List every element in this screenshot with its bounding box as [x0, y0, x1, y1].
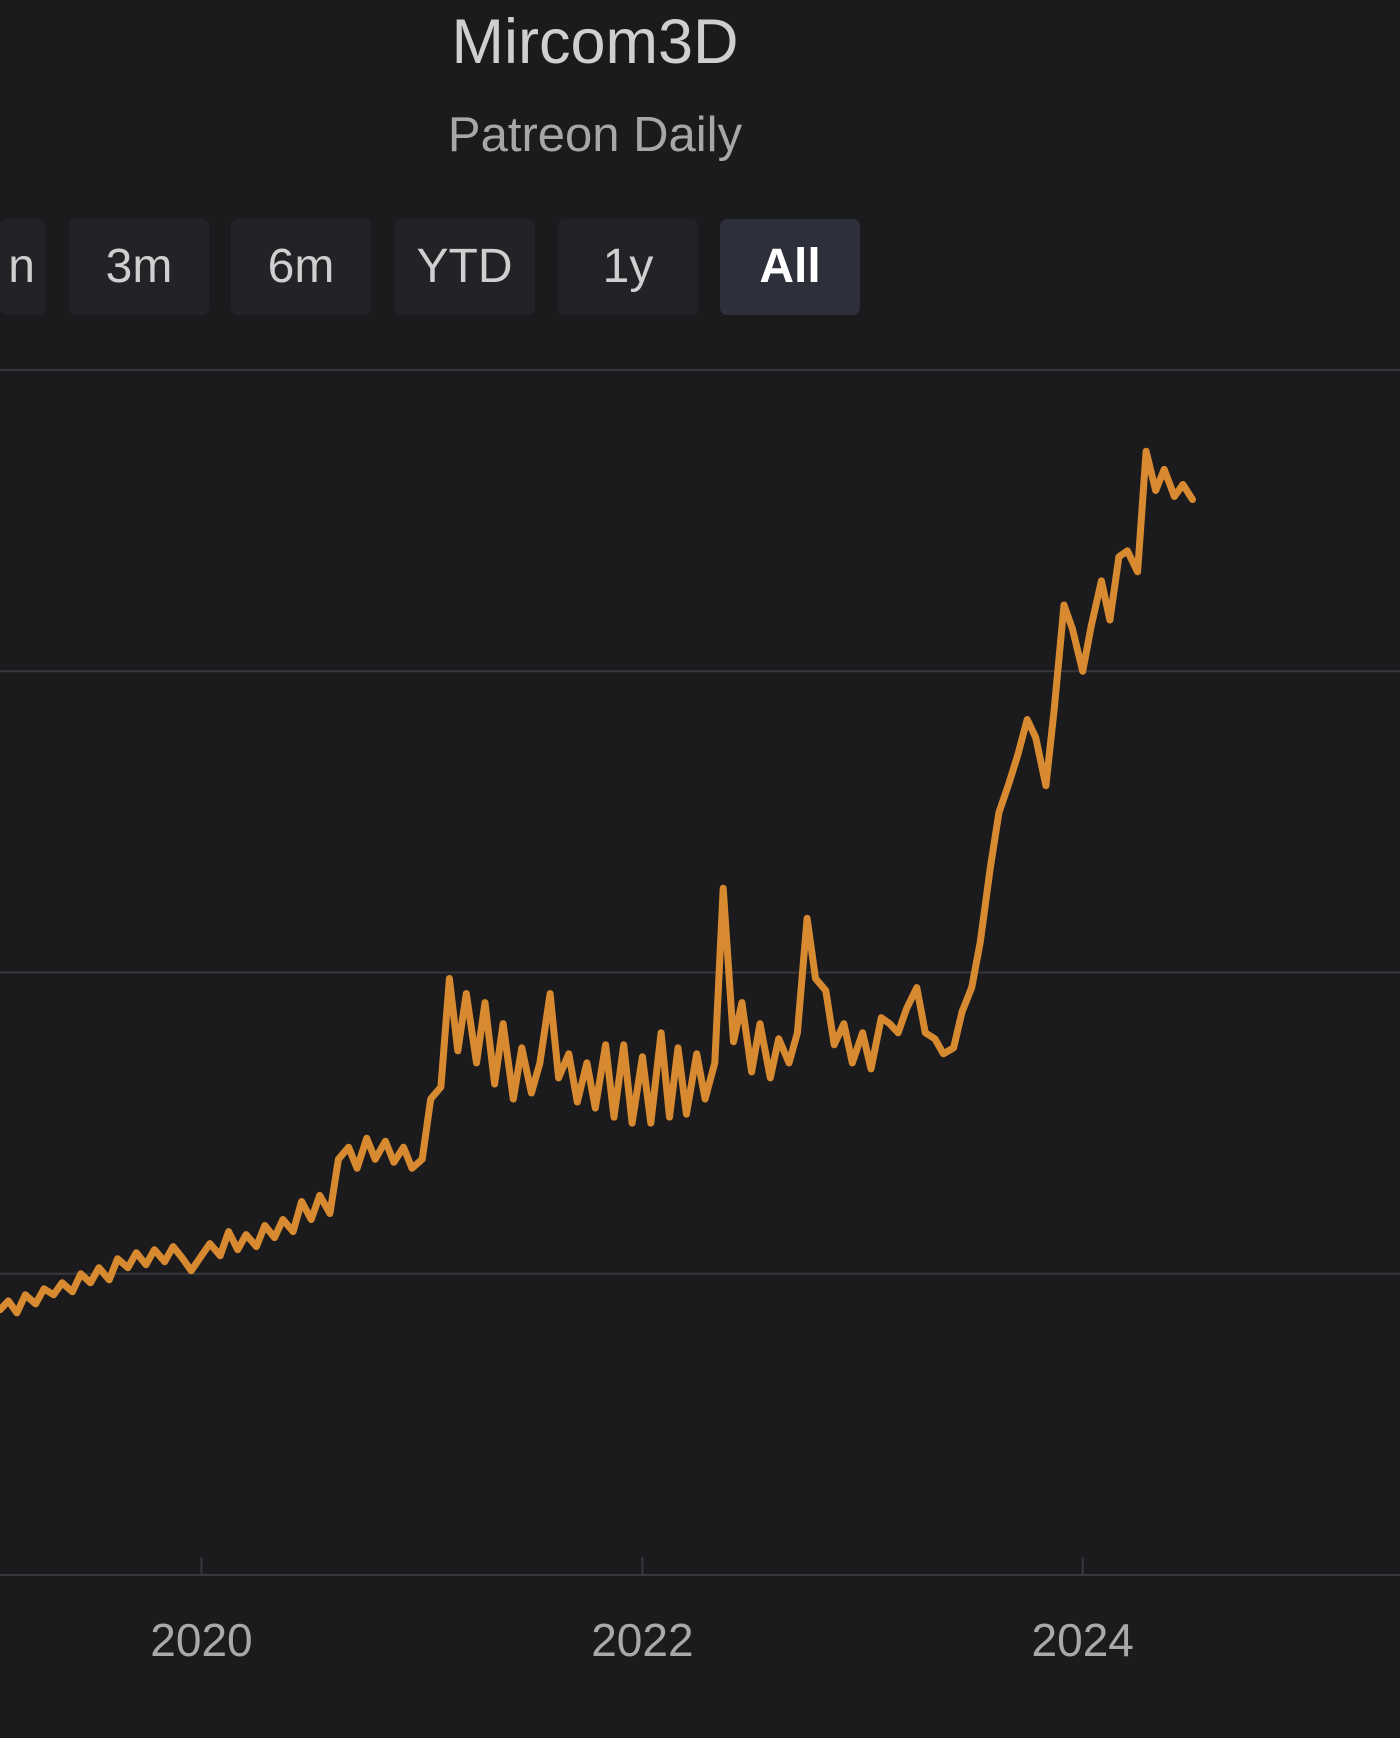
chart-title: Mircom3D	[451, 7, 739, 77]
range-button-1m[interactable]: n	[0, 219, 45, 315]
chart-subtitle: Patreon Daily	[447, 108, 743, 162]
range-selector: n 3m 6m YTD 1y All	[0, 219, 1400, 315]
series-line	[0, 447, 1196, 1317]
range-button-ytd[interactable]: YTD	[394, 219, 535, 315]
range-button-3m[interactable]: 3m	[69, 219, 209, 315]
x-tick-label: 2024	[1032, 1614, 1134, 1666]
x-axis-ticks: 2020 2022 2024	[150, 1557, 1134, 1666]
x-tick-label: 2020	[150, 1614, 252, 1666]
series-layer	[0, 447, 1196, 1317]
range-button-1y[interactable]: 1y	[558, 219, 698, 315]
x-tick-label: 2022	[591, 1614, 693, 1666]
range-button-6m[interactable]: 6m	[231, 219, 371, 315]
range-button-all[interactable]: All	[720, 219, 860, 315]
grid	[0, 369, 1400, 1576]
